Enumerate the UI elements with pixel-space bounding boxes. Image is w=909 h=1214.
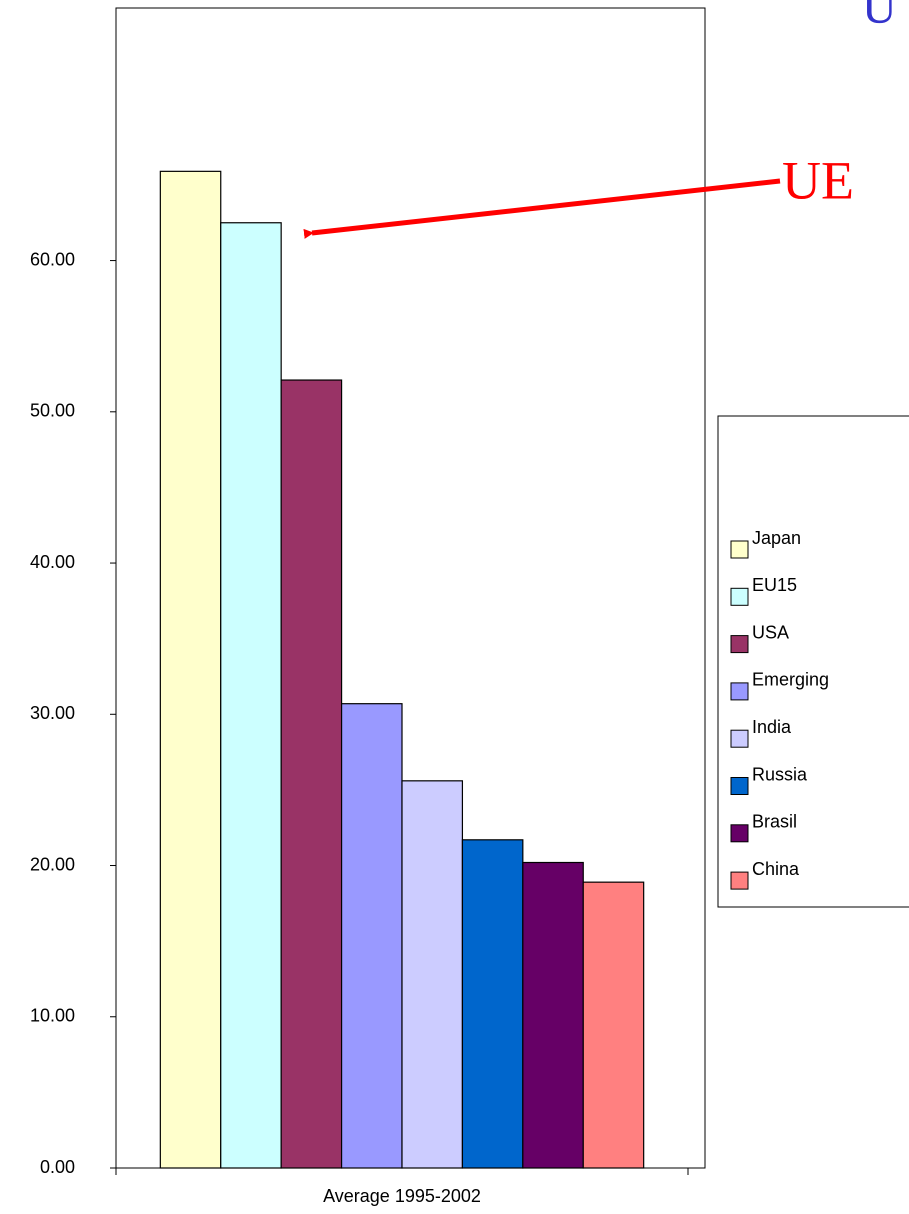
annotation-arrow <box>303 178 781 239</box>
legend-swatch <box>730 824 749 843</box>
legend-swatch <box>730 635 749 654</box>
y-tick-label: 60.00 <box>30 249 75 269</box>
annotation: UE <box>782 150 854 210</box>
legend-swatch <box>730 587 749 606</box>
y-tick-label: 0.00 <box>40 1157 75 1177</box>
legend-label: USA <box>752 622 789 642</box>
legend-swatch <box>730 540 749 559</box>
x-tick-label: Average 1995-2002 <box>323 1186 481 1206</box>
legend-label: EU15 <box>752 575 797 595</box>
bar <box>280 379 343 1169</box>
legend <box>717 415 909 908</box>
y-tick-label: 20.00 <box>30 854 75 874</box>
bar <box>522 861 584 1169</box>
bar <box>401 780 464 1169</box>
bar <box>461 839 524 1169</box>
bar <box>340 703 403 1169</box>
legend-label: India <box>752 717 792 737</box>
legend-label: Japan <box>752 528 801 548</box>
legend-swatch <box>730 871 749 890</box>
legend-label: Russia <box>752 764 808 784</box>
legend-swatch <box>730 682 749 701</box>
legend-swatch <box>730 729 749 748</box>
y-tick-label: 50.00 <box>30 401 75 421</box>
y-tick-label: 40.00 <box>30 552 75 572</box>
legend-swatch <box>730 777 749 795</box>
legend-label: China <box>752 859 800 879</box>
legend-label: Brasil <box>752 812 797 832</box>
legend-label: Emerging <box>752 670 829 690</box>
y-tick-label: 10.00 <box>30 1006 75 1026</box>
title: U <box>862 0 897 34</box>
bar <box>159 170 222 1169</box>
y-tick-label: 30.00 <box>30 703 75 723</box>
bar <box>582 881 645 1169</box>
bar <box>220 222 282 1169</box>
